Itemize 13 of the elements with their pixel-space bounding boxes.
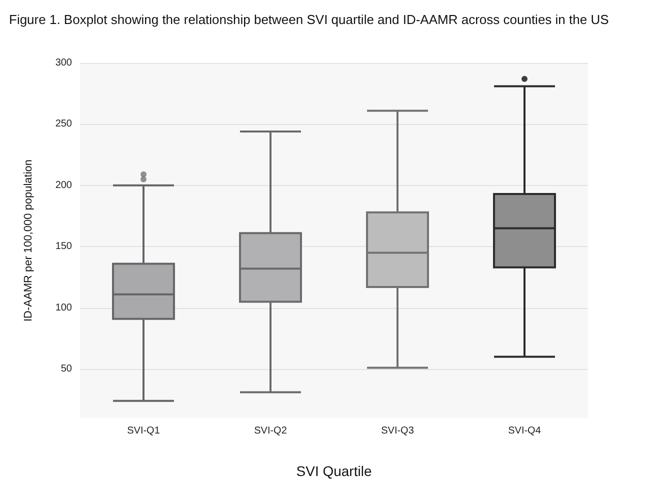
y-tick-label: 100 (55, 302, 72, 314)
x-tick-label: SVI-Q2 (254, 426, 288, 436)
y-tick-label: 50 (60, 364, 72, 375)
x-tick-label: SVI-Q3 (381, 426, 414, 436)
y-axis-title: ID-AAMR per 100,000 population (22, 159, 34, 322)
y-tick-label: 300 (55, 58, 72, 68)
chart-title: Figure 1. Boxplot showing the relationship between SVI quartile and ID-AAMR across counties in the US (9, 12, 610, 27)
y-tick-label: 150 (55, 241, 72, 252)
x-axis-title: SVI Quartile (296, 463, 372, 479)
x-tick-label: SVI-Q4 (508, 426, 542, 436)
x-tick-label: SVI-Q1 (127, 426, 160, 436)
y-tick-label: 200 (55, 180, 72, 191)
y-tick-label: 250 (55, 118, 72, 130)
